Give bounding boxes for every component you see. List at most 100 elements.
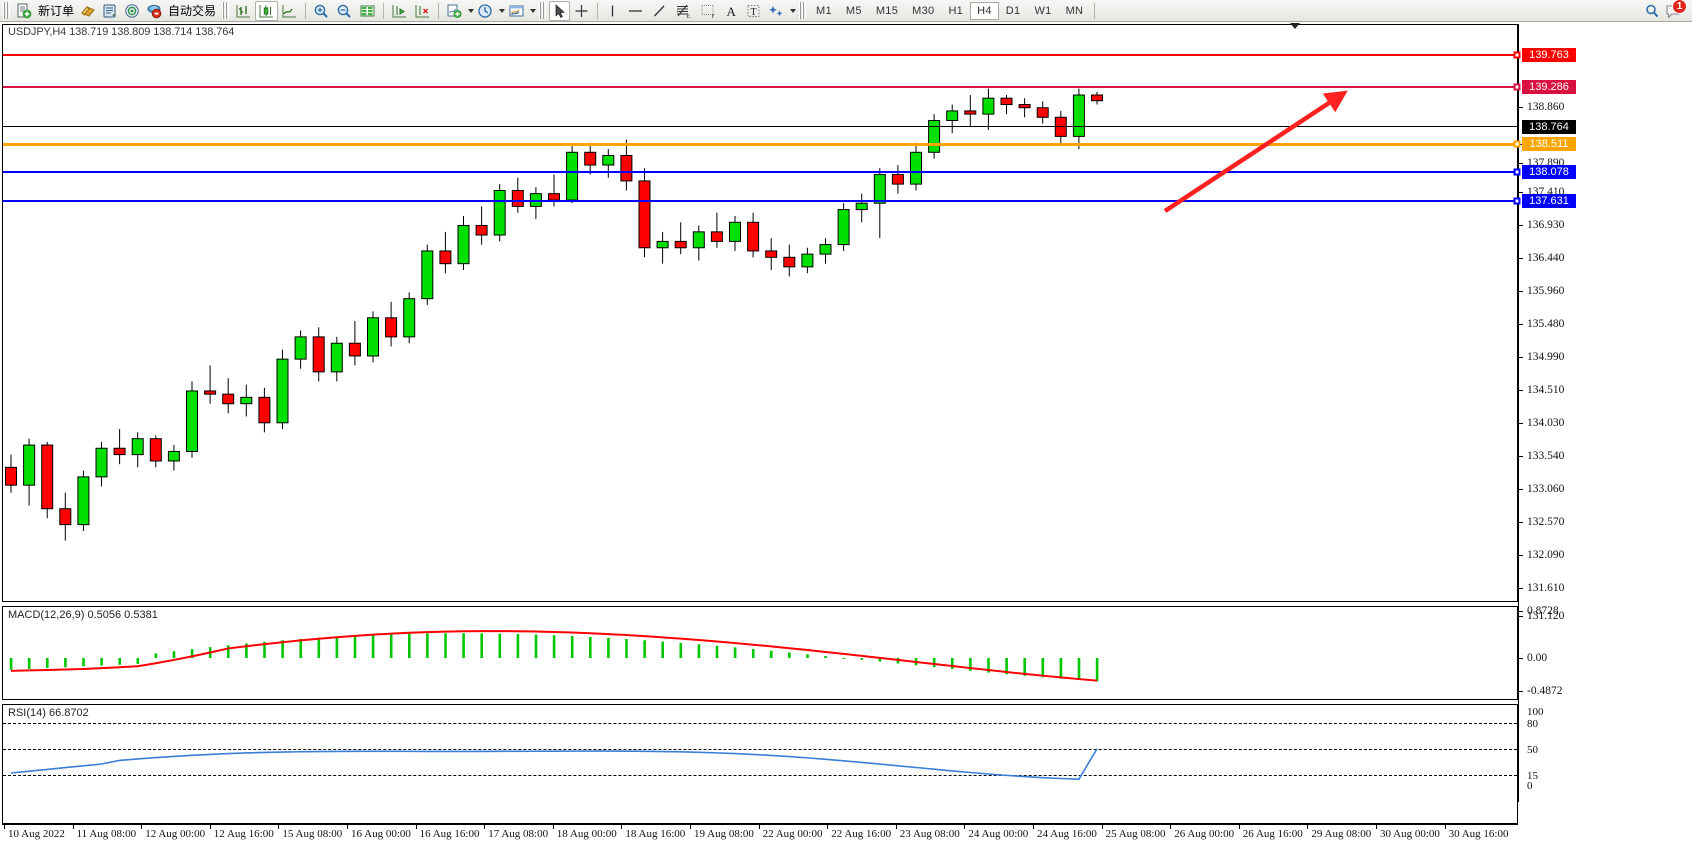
- toolbar-grip-4[interactable]: [799, 2, 807, 19]
- timeframe-m30[interactable]: M30: [912, 4, 935, 17]
- resistance-upper-line[interactable]: [3, 54, 1517, 56]
- notification-badge[interactable]: 1: [1672, 0, 1687, 14]
- price-tag-resistance-upper[interactable]: 139.763: [1522, 48, 1576, 62]
- toolbar-grip-3[interactable]: [539, 2, 547, 19]
- bar-chart-icon[interactable]: [232, 1, 255, 21]
- price-level-handle[interactable]: [1513, 83, 1521, 91]
- time-axis[interactable]: 10 Aug 2022 11 Aug 08:00 12 Aug 00:00 12 Au…: [2, 824, 1518, 845]
- price-tag-pivot-orange[interactable]: 138.511: [1522, 137, 1576, 151]
- candle-body: [258, 396, 271, 424]
- crosshair-icon[interactable]: [570, 1, 593, 21]
- timeframe-m5[interactable]: M5: [845, 4, 862, 17]
- new-order-icon[interactable]: [13, 1, 35, 21]
- price-tick-131-610: 131.610: [1527, 582, 1565, 594]
- candle-body: [656, 240, 669, 249]
- macd-histogram-bar: [1095, 658, 1099, 682]
- time-tickmark: [1444, 825, 1446, 829]
- period-icon[interactable]: [474, 1, 497, 21]
- navigator-icon[interactable]: [121, 1, 143, 21]
- tile-windows-icon[interactable]: [356, 1, 379, 21]
- auto-scroll-icon[interactable]: [411, 1, 434, 21]
- price-tick-136-930: 136.930: [1527, 219, 1565, 231]
- indicators-dropdown-caret[interactable]: [468, 8, 475, 13]
- macd-pane[interactable]: MACD(12,26,9) 0.5056 0.5381: [2, 606, 1518, 700]
- current-price-line[interactable]: [3, 126, 1517, 127]
- rsi-scale-100: 100: [1527, 706, 1544, 718]
- timeframe-h1[interactable]: H1: [948, 4, 964, 17]
- cursor-icon[interactable]: [549, 0, 571, 21]
- price-pane[interactable]: USDJPY,H4 138.719 138.809 138.714 138.76…: [2, 24, 1518, 602]
- price-tag-resistance-mid[interactable]: 139.286: [1522, 80, 1576, 94]
- price-tickmark: [1519, 291, 1523, 292]
- price-scale[interactable]: 138.860138.380137.890137.410136.930136.4…: [1513, 24, 1690, 824]
- chart-shift-icon[interactable]: [388, 1, 411, 21]
- alerts-icon[interactable]: 1: [1664, 0, 1687, 21]
- toolbar-grip-2[interactable]: [222, 2, 230, 19]
- zoom-out-icon[interactable]: [333, 1, 356, 21]
- trendline-icon[interactable]: [648, 1, 671, 21]
- resistance-mid-line[interactable]: [3, 86, 1517, 88]
- svg-text:A: A: [727, 4, 737, 19]
- shapes-icon[interactable]: [765, 1, 788, 21]
- price-tick-132-570: 132.570: [1527, 516, 1565, 528]
- horizontal-line-icon[interactable]: [623, 1, 648, 21]
- price-level-handle[interactable]: [1513, 140, 1521, 148]
- time-tickmark: [621, 825, 623, 829]
- price-tag-support-lower[interactable]: 137.631: [1522, 194, 1576, 208]
- price-tickmark: [1519, 225, 1523, 226]
- chart-workspace[interactable]: USDJPY,H4 138.719 138.809 138.714 138.76…: [0, 22, 1692, 845]
- timeframe-w1[interactable]: W1: [1034, 4, 1052, 17]
- expert-advisors-icon[interactable]: [77, 1, 99, 21]
- shapes-dropdown-caret[interactable]: [790, 8, 797, 13]
- candle-body: [982, 97, 995, 115]
- macd-histogram-bar: [625, 639, 628, 658]
- macd-tick-max: [1519, 611, 1523, 612]
- timeframe-m15[interactable]: M15: [875, 4, 899, 17]
- macd-histogram-bar: [82, 658, 85, 667]
- text-icon[interactable]: A: [721, 1, 742, 21]
- candle-body: [493, 189, 506, 236]
- candle-body: [403, 298, 416, 338]
- candle-body: [186, 390, 198, 452]
- label-icon[interactable]: T: [742, 1, 765, 21]
- price-level-handle[interactable]: [1513, 197, 1521, 205]
- fibonacci-icon[interactable]: E: [671, 1, 696, 21]
- price-tag-support-upper[interactable]: 138.078: [1522, 165, 1576, 179]
- macd-histogram-bar: [751, 649, 755, 658]
- templates-dropdown-caret[interactable]: [530, 8, 537, 13]
- line-chart-icon[interactable]: [278, 1, 301, 21]
- timeframe-m1[interactable]: M1: [816, 4, 832, 17]
- candlestick-chart-icon[interactable]: [255, 0, 279, 21]
- indicators-icon[interactable]: [443, 1, 466, 21]
- auto-trading-icon[interactable]: [143, 1, 165, 21]
- timeframe-h4[interactable]: H4: [970, 1, 999, 20]
- candle-body: [240, 396, 253, 405]
- time-tickmark: [1238, 825, 1240, 829]
- vertical-line-icon[interactable]: [602, 1, 623, 21]
- price-level-handle[interactable]: [1513, 51, 1521, 59]
- timeframe-d1[interactable]: D1: [1005, 4, 1021, 17]
- templates-icon[interactable]: [505, 1, 528, 21]
- rsi-pane[interactable]: RSI(14) 66.8702: [2, 704, 1518, 824]
- search-icon[interactable]: [1641, 1, 1664, 21]
- chevron-down-icon[interactable]: [1290, 23, 1300, 29]
- auto-trading-label[interactable]: 自动交易: [168, 4, 217, 18]
- candlestick-series: [5, 88, 1103, 541]
- candle-body: [710, 231, 723, 242]
- pivot-orange-line[interactable]: [3, 143, 1517, 146]
- support-upper-line[interactable]: [3, 171, 1517, 173]
- data-window-icon[interactable]: [99, 1, 121, 21]
- period-dropdown-caret[interactable]: [499, 8, 506, 13]
- zoom-in-icon[interactable]: [310, 1, 333, 21]
- channel-icon[interactable]: F: [696, 1, 721, 21]
- macd-histogram-bar: [951, 658, 954, 670]
- toolbar-grip[interactable]: [3, 2, 10, 19]
- timeframe-mn[interactable]: MN: [1065, 4, 1084, 17]
- price-tickmark: [1519, 163, 1523, 164]
- support-lower-line[interactable]: [3, 200, 1517, 202]
- new-order-label[interactable]: 新订单: [38, 4, 75, 18]
- price-tag-current-price[interactable]: 138.764: [1522, 120, 1576, 134]
- trend-arrow-annotation[interactable]: [3, 25, 1517, 601]
- price-level-handle[interactable]: [1513, 168, 1521, 176]
